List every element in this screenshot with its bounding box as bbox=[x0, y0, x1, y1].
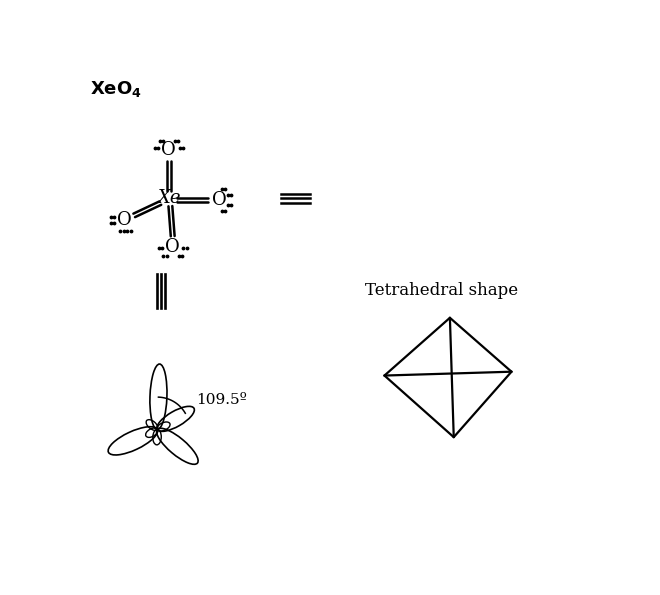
Text: O: O bbox=[165, 238, 180, 256]
Text: $\mathbf{XeO_4}$: $\mathbf{XeO_4}$ bbox=[90, 79, 142, 99]
Text: 109.5º: 109.5º bbox=[196, 393, 247, 407]
Text: O: O bbox=[211, 191, 226, 209]
Text: Tetrahedral shape: Tetrahedral shape bbox=[365, 283, 518, 299]
Text: O: O bbox=[162, 141, 176, 159]
Text: Xe: Xe bbox=[157, 189, 181, 208]
Text: O: O bbox=[117, 211, 131, 229]
